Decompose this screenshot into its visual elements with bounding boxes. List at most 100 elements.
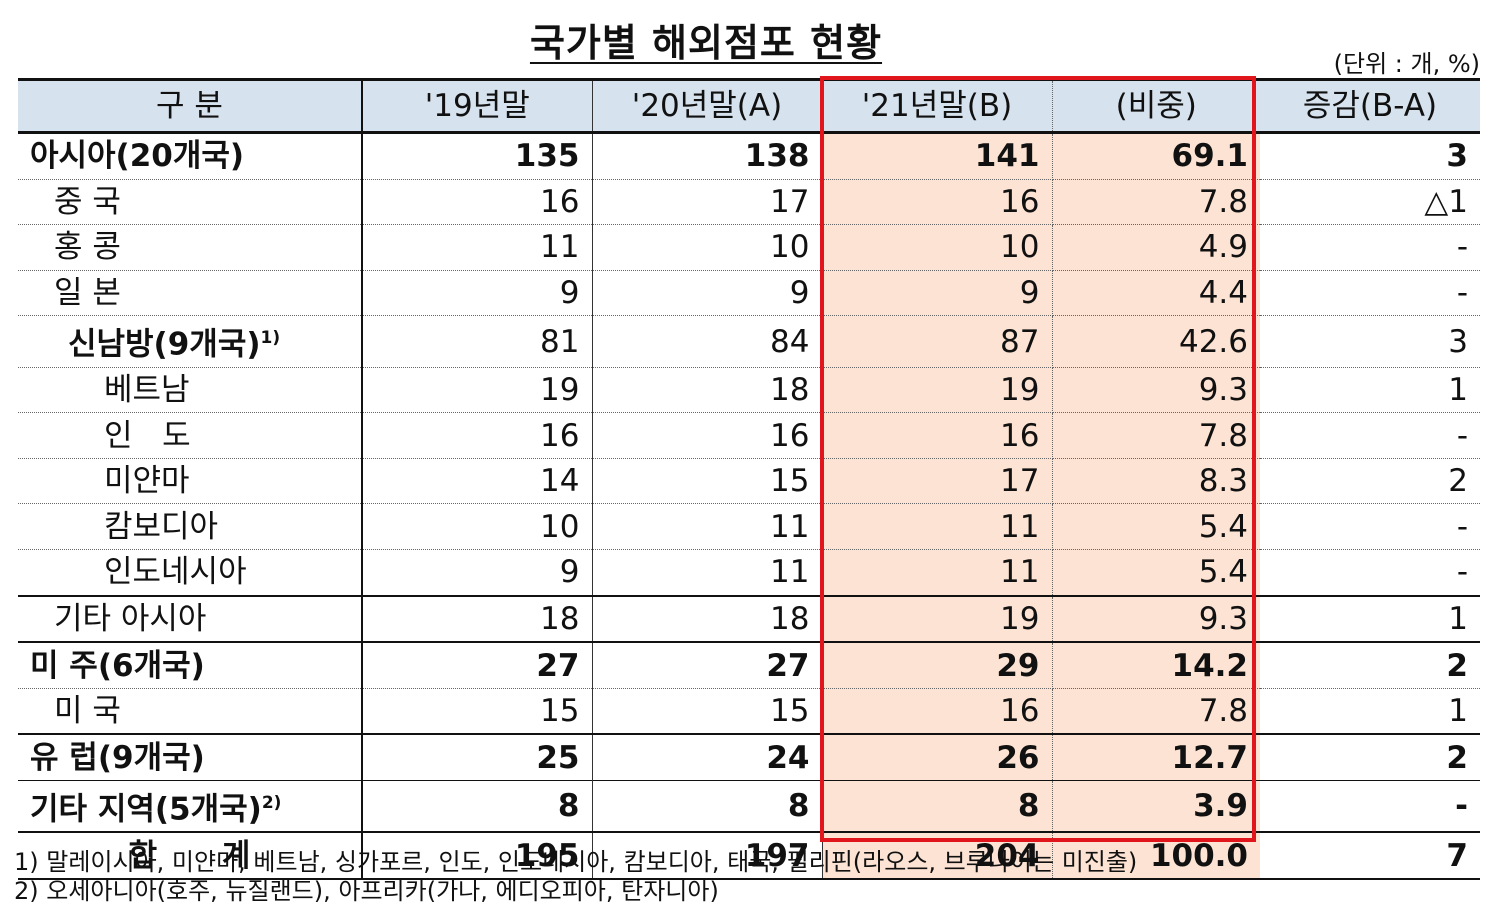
cell-2019: 16 xyxy=(362,412,593,459)
cell-2021: 87 xyxy=(822,315,1053,368)
footnote-2: 2) 오세아니아(호주, 뉴질랜드), 아프리카(가나, 에디오피아, 탄자니아… xyxy=(14,877,719,905)
row-label: 미얀마 xyxy=(18,458,363,505)
cell-2019: 27 xyxy=(362,641,593,689)
cell-change: 2 xyxy=(1260,641,1480,689)
row-label-text: 미 국 xyxy=(54,693,121,730)
table-body: 아시아(20개국) 135 138 141 69.1 3 중 국 16 17 16 7.8 △1 홍 콩… xyxy=(18,132,1480,880)
row-label: 아시아(20개국) xyxy=(18,132,363,180)
cell-share: 14.2 xyxy=(1052,641,1260,689)
cell-2021: 16 xyxy=(822,412,1053,459)
table-row: 중 국 16 17 16 7.8 △1 xyxy=(18,179,1480,226)
cell-2020: 15 xyxy=(592,458,823,505)
cell-2019: 16 xyxy=(362,179,593,226)
footnotes: 1) 말레이시아, 미얀마, 베트남, 싱가포르, 인도, 인도네시아, 캄보디… xyxy=(14,848,1137,906)
table-row: 기타 아시아 18 18 19 9.3 1 xyxy=(18,594,1480,643)
cell-2021: 141 xyxy=(822,132,1053,180)
row-label-text: 기타 아시아 xyxy=(54,600,207,637)
cell-change: 7 xyxy=(1260,831,1480,880)
cell-share: 7.8 xyxy=(1052,179,1260,226)
cell-share: 5.4 xyxy=(1052,503,1260,551)
cell-2020: 17 xyxy=(592,179,823,226)
cell-2021: 11 xyxy=(822,503,1053,551)
row-label: 신남방(9개국)1) xyxy=(18,315,363,368)
row-label: 베트남 xyxy=(18,367,363,414)
cell-share: 7.8 xyxy=(1052,688,1260,735)
row-label: 홍 콩 xyxy=(18,224,363,271)
row-label-text: 인도네시아 xyxy=(104,554,247,591)
cell-2021: 11 xyxy=(822,549,1053,597)
cell-2021: 19 xyxy=(822,367,1053,414)
cell-share: 3.9 xyxy=(1052,780,1260,833)
row-label-text: 인 도 xyxy=(104,417,191,454)
header-change: 증감(B-A) xyxy=(1260,78,1480,134)
cell-2019: 11 xyxy=(362,224,593,271)
overseas-branches-table: 구 분 '19년말 '20년말(A) '21년말(B) (비중) 증감(B-A)… xyxy=(18,78,1480,880)
table-row: 캄보디아 10 11 11 5.4- xyxy=(18,503,1480,551)
row-label: 미 주(6개국) xyxy=(18,641,363,689)
cell-2021: 26 xyxy=(822,733,1053,782)
cell-2020: 8 xyxy=(592,780,823,833)
cell-2019: 15 xyxy=(362,688,593,735)
cell-2021: 17 xyxy=(822,458,1053,505)
cell-share: 9.3 xyxy=(1052,594,1260,643)
cell-2020: 18 xyxy=(592,594,823,643)
table-row: 미 국 15 15 16 7.8 1 xyxy=(18,688,1480,735)
cell-change: 2 xyxy=(1260,733,1480,782)
footnote-marker: 2) xyxy=(261,793,282,814)
footnote-1: 1) 말레이시아, 미얀마, 베트남, 싱가포르, 인도, 인도네시아, 캄보디… xyxy=(14,848,1138,876)
table-row: 베트남 19 18 19 9.3 1 xyxy=(18,367,1480,414)
cell-change: - xyxy=(1260,224,1480,271)
cell-change: - xyxy=(1260,780,1480,833)
row-label-text: 기타 지역(5개국) xyxy=(30,791,262,828)
unit-label: (단위 : 개, %) xyxy=(1333,50,1480,78)
cell-change: 1 xyxy=(1260,594,1480,643)
cell-change: 2 xyxy=(1260,458,1480,505)
cell-2019: 18 xyxy=(362,594,593,643)
cell-2019: 14 xyxy=(362,458,593,505)
table-row: 미얀마 14 15 17 8.3 2 xyxy=(18,458,1480,505)
row-label: 인도네시아 xyxy=(18,549,363,597)
row-label-text: 캄보디아 xyxy=(104,508,219,545)
row-label-text: 합 계 xyxy=(128,837,251,874)
cell-change: 1 xyxy=(1260,688,1480,735)
cell-2020: 15 xyxy=(592,688,823,735)
cell-share: 4.4 xyxy=(1052,270,1260,317)
cell-change: 3 xyxy=(1260,315,1480,368)
cell-2021: 16 xyxy=(822,688,1053,735)
cell-2021: 9 xyxy=(822,270,1053,317)
table-row: 홍 콩 11 10 10 4.9- xyxy=(18,224,1480,271)
cell-share: 42.6 xyxy=(1052,315,1260,368)
cell-2020: 18 xyxy=(592,367,823,414)
cell-2019: 10 xyxy=(362,503,593,551)
row-label-text: 미얀마 xyxy=(104,463,190,500)
cell-2019: 195 xyxy=(362,831,593,880)
row-label: 중 국 xyxy=(18,179,363,226)
cell-2020: 24 xyxy=(592,733,823,782)
cell-2020: 9 xyxy=(592,270,823,317)
table-row: 아시아(20개국) 135 138 141 69.1 3 xyxy=(18,132,1480,180)
table-row: 유 럽(9개국) 25 24 26 12.7 2 xyxy=(18,733,1480,782)
table-row: 신남방(9개국)1) 81 84 87 42.6 3 xyxy=(18,315,1480,368)
cell-2019: 9 xyxy=(362,270,593,317)
header-2019: '19년말 xyxy=(362,78,593,134)
cell-share: 8.3 xyxy=(1052,458,1260,505)
cell-change: - xyxy=(1260,549,1480,597)
cell-2019: 8 xyxy=(362,780,593,833)
footnote-marker: 1) xyxy=(260,328,281,349)
header-share: (비중) xyxy=(1052,78,1260,134)
row-label: 합 계 xyxy=(18,831,363,880)
cell-2020: 11 xyxy=(592,549,823,597)
row-label: 미 국 xyxy=(18,688,363,735)
cell-2019: 25 xyxy=(362,733,593,782)
cell-change: - xyxy=(1260,503,1480,551)
row-label-text: 신남방(9개국) xyxy=(68,326,261,363)
row-label-text: 중 국 xyxy=(54,183,121,220)
row-label-text: 아시아(20개국) xyxy=(30,138,245,175)
header-category: 구 분 xyxy=(18,78,363,134)
row-label: 인 도 xyxy=(18,412,363,459)
cell-change: △1 xyxy=(1260,179,1480,226)
cell-2020: 11 xyxy=(592,503,823,551)
row-label: 유 럽(9개국) xyxy=(18,733,363,782)
page-title: 국가별 해외점포 현황 xyxy=(0,12,1412,67)
cell-share: 12.7 xyxy=(1052,733,1260,782)
